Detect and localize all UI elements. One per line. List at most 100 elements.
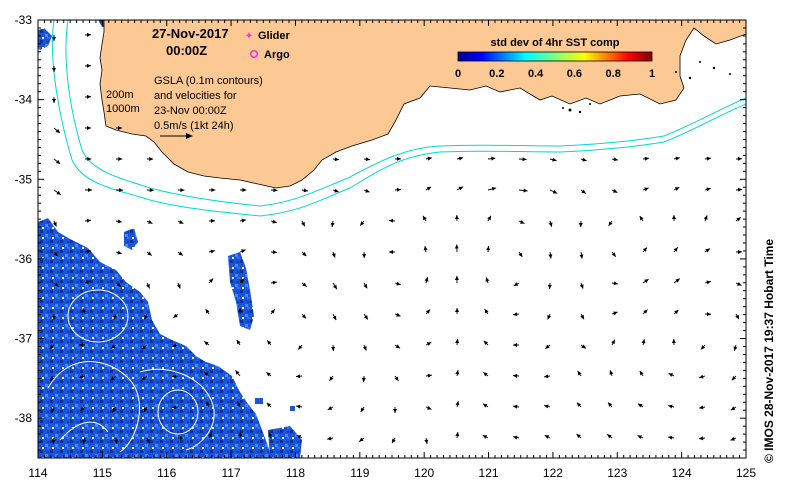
velocity-arrowhead — [642, 247, 648, 252]
velocity-arrowhead — [118, 188, 124, 193]
velocity-arrowhead — [608, 221, 613, 226]
velocity-arrowhead — [458, 156, 464, 161]
velocity-arrowhead — [458, 186, 464, 191]
velocity-arrowhead — [362, 253, 367, 258]
velocity-arrowhead — [637, 435, 643, 439]
velocity-arrowhead — [552, 157, 557, 162]
velocity-arrowhead — [576, 434, 581, 439]
velocity-arrowhead — [545, 344, 550, 349]
glider-legend: ✦ Glider — [245, 30, 291, 42]
velocity-arrowhead — [547, 315, 552, 320]
x-tick-label: 124 — [672, 466, 692, 480]
velocity-arrowhead — [302, 282, 307, 287]
gsla-line-3: 23-Nov 00:00Z — [154, 105, 227, 117]
velocity-arrowhead — [548, 254, 553, 259]
velocity-arrowhead — [239, 278, 245, 283]
map-date: 27-Nov-2017 — [152, 26, 229, 41]
velocity-arrowhead — [455, 370, 460, 375]
velocity-arrowhead — [86, 218, 91, 223]
velocity-arrows — [49, 32, 743, 445]
velocity-arrowhead — [363, 315, 368, 320]
velocity-arrowhead — [675, 156, 680, 161]
velocity-arrowhead — [675, 278, 680, 283]
velocity-arrowhead — [483, 372, 488, 377]
velocity-arrowhead — [513, 373, 518, 378]
velocity-arrowhead — [607, 434, 612, 439]
velocity-arrowhead — [491, 156, 496, 161]
velocity-arrowhead — [86, 94, 91, 99]
velocity-arrowhead — [613, 281, 618, 286]
velocity-arrowhead — [86, 249, 91, 254]
velocity-arrowhead — [143, 407, 148, 413]
velocity-arrowhead — [644, 156, 649, 161]
velocity-arrowhead — [241, 249, 246, 254]
velocity-arrowhead — [389, 218, 394, 223]
x-tick-label: 119 — [350, 466, 369, 480]
velocity-arrowhead — [360, 407, 365, 412]
velocity-arrowhead — [301, 221, 305, 227]
velocity-arrowhead — [331, 346, 336, 351]
velocity-arrowhead — [211, 188, 216, 193]
x-tick-label: 118 — [286, 466, 305, 480]
glider-star-icon: ✦ — [245, 31, 253, 42]
velocity-arrowhead — [706, 280, 711, 285]
velocity-arrowhead — [146, 283, 150, 289]
velocity-arrowhead — [55, 128, 61, 133]
velocity-arrowhead — [611, 252, 616, 257]
velocity-arrowhead — [548, 222, 553, 227]
velocity-arrowhead — [235, 370, 240, 375]
velocity-arrowhead — [56, 190, 61, 195]
velocity-arrowhead — [173, 313, 178, 318]
velocity-arrowhead — [577, 371, 582, 376]
velocity-arrowhead — [141, 376, 146, 381]
velocity-arrowhead — [179, 436, 184, 441]
australia-landmass — [99, 20, 746, 189]
map-time: 00:00Z — [166, 43, 207, 58]
velocity-arrowhead — [513, 435, 518, 440]
velocity-arrowhead — [296, 404, 301, 409]
velocity-arrowhead — [491, 187, 497, 191]
velocity-arrowhead — [50, 376, 55, 381]
velocity-arrowhead — [52, 36, 57, 41]
argo-legend: Argo — [250, 49, 290, 61]
velocity-arrowhead — [426, 186, 432, 191]
velocity-arrowhead — [396, 187, 401, 192]
velocity-arrowhead — [266, 402, 272, 407]
velocity-arrowhead — [705, 248, 710, 253]
x-tick-label: 123 — [607, 466, 627, 480]
velocity-arrowhead — [706, 156, 711, 161]
glider-label: Glider — [258, 30, 291, 42]
velocity-arrowhead — [426, 342, 432, 346]
velocity-arrowhead — [699, 374, 704, 379]
velocity-arrowhead — [396, 281, 401, 286]
velocity-arrowhead — [361, 377, 366, 382]
velocity-arrowhead — [147, 251, 152, 256]
velocity-arrowhead — [116, 282, 121, 287]
contour-200-label: 200m — [106, 89, 134, 101]
velocity-arrowhead — [329, 376, 334, 381]
y-tick-label: -37 — [15, 332, 33, 346]
velocity-arrowhead — [112, 407, 117, 412]
velocity-arrowhead — [671, 339, 676, 344]
velocity-arrowhead — [578, 222, 583, 227]
x-tick-label: 125 — [736, 466, 756, 480]
velocity-arrowhead — [206, 401, 210, 407]
velocity-arrowhead — [737, 187, 743, 192]
x-tick-label: 115 — [93, 466, 112, 480]
y-tick-label: -38 — [15, 411, 33, 425]
velocity-arrowhead — [733, 346, 738, 351]
colorbar — [457, 51, 653, 62]
velocity-arrowhead — [238, 308, 243, 313]
velocity-arrowhead — [210, 249, 215, 254]
velocity-arrowhead — [730, 406, 736, 411]
velocity-arrowhead — [87, 125, 92, 130]
velocity-arrowhead — [668, 435, 673, 440]
velocity-arrowhead — [53, 252, 59, 257]
velocity-arrowhead — [267, 340, 272, 345]
velocity-arrowhead — [52, 98, 57, 103]
velocity-arrowhead — [455, 308, 460, 313]
gsla-line-2: and velocities for — [154, 90, 237, 102]
velocity-arrowhead — [272, 250, 277, 255]
x-tick-label: 116 — [157, 466, 176, 480]
velocity-arrowhead — [149, 188, 154, 193]
